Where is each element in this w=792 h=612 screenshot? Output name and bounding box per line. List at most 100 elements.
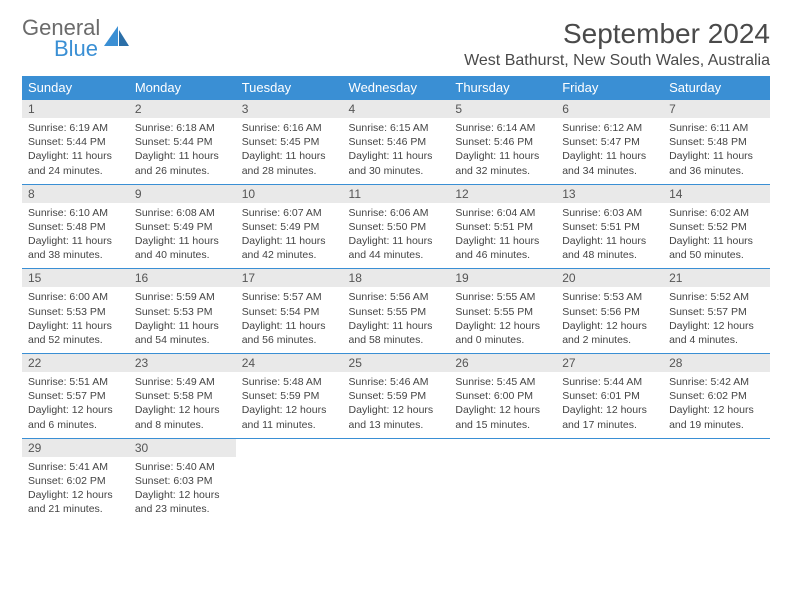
- sunset-text: Sunset: 5:48 PM: [669, 135, 764, 149]
- daylight-text-1: Daylight: 11 hours: [349, 234, 444, 248]
- sunrise-text: Sunrise: 6:16 AM: [242, 121, 337, 135]
- sunset-text: Sunset: 6:01 PM: [562, 389, 657, 403]
- sunrise-text: Sunrise: 6:19 AM: [28, 121, 123, 135]
- day-cell: 27Sunrise: 5:44 AMSunset: 6:01 PMDayligh…: [556, 354, 663, 439]
- day-cell: 3 Sunrise: 6:16 AMSunset: 5:45 PMDaylight…: [236, 100, 343, 185]
- day-cell: 24Sunrise: 5:48 AMSunset: 5:59 PMDayligh…: [236, 354, 343, 439]
- day-cell: 5Sunrise: 6:14 AMSunset: 5:46 PMDaylight…: [449, 100, 556, 185]
- day-details: Sunrise: 6:15 AMSunset: 5:46 PMDaylight:…: [343, 118, 450, 184]
- sunset-text: Sunset: 6:02 PM: [669, 389, 764, 403]
- daylight-text-2: and 24 minutes.: [28, 164, 123, 178]
- sunset-text: Sunset: 5:45 PM: [242, 135, 337, 149]
- sunset-text: Sunset: 5:44 PM: [28, 135, 123, 149]
- daylight-text-2: and 58 minutes.: [349, 333, 444, 347]
- daylight-text-1: Daylight: 11 hours: [455, 149, 550, 163]
- day-details: Sunrise: 6:00 AMSunset: 5:53 PMDaylight:…: [22, 287, 129, 353]
- day-cell: .....: [449, 438, 556, 522]
- day-number: 23: [129, 354, 236, 372]
- daylight-text-2: and 0 minutes.: [455, 333, 550, 347]
- day-details: Sunrise: 5:53 AMSunset: 5:56 PMDaylight:…: [556, 287, 663, 353]
- day-number: 15: [22, 269, 129, 287]
- day-details: Sunrise: 6:08 AMSunset: 5:49 PMDaylight:…: [129, 203, 236, 269]
- daylight-text-2: and 32 minutes.: [455, 164, 550, 178]
- daylight-text-1: Daylight: 12 hours: [135, 403, 230, 417]
- day-number: 13: [556, 185, 663, 203]
- day-number: 1: [22, 100, 129, 118]
- sunset-text: Sunset: 5:58 PM: [135, 389, 230, 403]
- day-header: Sunday: [22, 76, 129, 100]
- sunrise-text: Sunrise: 5:53 AM: [562, 290, 657, 304]
- daylight-text-2: and 40 minutes.: [135, 248, 230, 262]
- day-number: 8: [22, 185, 129, 203]
- day-number: 4: [343, 100, 450, 118]
- day-number: 6: [556, 100, 663, 118]
- sunrise-text: Sunrise: 5:42 AM: [669, 375, 764, 389]
- day-cell: 13Sunrise: 6:03 AMSunset: 5:51 PMDayligh…: [556, 184, 663, 269]
- logo-word-blue: Blue: [54, 39, 100, 60]
- day-details: Sunrise: 5:59 AMSunset: 5:53 PMDaylight:…: [129, 287, 236, 353]
- sunset-text: Sunset: 6:00 PM: [455, 389, 550, 403]
- day-number: 10: [236, 185, 343, 203]
- daylight-text-2: and 23 minutes.: [135, 502, 230, 516]
- day-header: Monday: [129, 76, 236, 100]
- location-subtitle: West Bathurst, New South Wales, Australi…: [464, 52, 770, 70]
- day-details: Sunrise: 5:56 AMSunset: 5:55 PMDaylight:…: [343, 287, 450, 353]
- day-details: Sunrise: 6:12 AMSunset: 5:47 PMDaylight:…: [556, 118, 663, 184]
- daylight-text-1: Daylight: 11 hours: [242, 149, 337, 163]
- daylight-text-1: Daylight: 12 hours: [455, 403, 550, 417]
- daylight-text-1: Daylight: 11 hours: [135, 234, 230, 248]
- daylight-text-1: Daylight: 12 hours: [242, 403, 337, 417]
- sunset-text: Sunset: 5:57 PM: [28, 389, 123, 403]
- day-number: 3: [236, 100, 343, 118]
- day-details: Sunrise: 5:44 AMSunset: 6:01 PMDaylight:…: [556, 372, 663, 438]
- sunrise-text: Sunrise: 5:52 AM: [669, 290, 764, 304]
- sunset-text: Sunset: 5:59 PM: [242, 389, 337, 403]
- day-details: Sunrise: 6:07 AMSunset: 5:49 PMDaylight:…: [236, 203, 343, 269]
- sunrise-text: Sunrise: 5:51 AM: [28, 375, 123, 389]
- daylight-text-2: and 19 minutes.: [669, 418, 764, 432]
- daylight-text-1: Daylight: 11 hours: [135, 319, 230, 333]
- day-details: Sunrise: 5:41 AMSunset: 6:02 PMDaylight:…: [22, 457, 129, 523]
- daylight-text-2: and 30 minutes.: [349, 164, 444, 178]
- day-details: Sunrise: 6:19 AMSunset: 5:44 PMDaylight:…: [22, 118, 129, 184]
- daylight-text-1: Daylight: 12 hours: [562, 319, 657, 333]
- sunrise-text: Sunrise: 6:03 AM: [562, 206, 657, 220]
- day-header: Tuesday: [236, 76, 343, 100]
- day-header: Wednesday: [343, 76, 450, 100]
- sunset-text: Sunset: 6:03 PM: [135, 474, 230, 488]
- daylight-text-2: and 21 minutes.: [28, 502, 123, 516]
- day-number: 25: [343, 354, 450, 372]
- daylight-text-1: Daylight: 12 hours: [28, 403, 123, 417]
- day-cell: .....: [663, 438, 770, 522]
- day-details: Sunrise: 5:45 AMSunset: 6:00 PMDaylight:…: [449, 372, 556, 438]
- sunset-text: Sunset: 5:57 PM: [669, 305, 764, 319]
- day-cell: 19Sunrise: 5:55 AMSunset: 5:55 PMDayligh…: [449, 269, 556, 354]
- daylight-text-2: and 17 minutes.: [562, 418, 657, 432]
- sunset-text: Sunset: 5:49 PM: [242, 220, 337, 234]
- daylight-text-1: Daylight: 11 hours: [28, 149, 123, 163]
- day-number: 21: [663, 269, 770, 287]
- day-details: Sunrise: 5:48 AMSunset: 5:59 PMDaylight:…: [236, 372, 343, 438]
- sunrise-text: Sunrise: 6:14 AM: [455, 121, 550, 135]
- sunrise-text: Sunrise: 6:02 AM: [669, 206, 764, 220]
- sunset-text: Sunset: 5:51 PM: [562, 220, 657, 234]
- day-details: Sunrise: 5:51 AMSunset: 5:57 PMDaylight:…: [22, 372, 129, 438]
- day-number: 26: [449, 354, 556, 372]
- daylight-text-2: and 8 minutes.: [135, 418, 230, 432]
- sunrise-text: Sunrise: 5:56 AM: [349, 290, 444, 304]
- day-cell: 6Sunrise: 6:12 AMSunset: 5:47 PMDaylight…: [556, 100, 663, 185]
- daylight-text-1: Daylight: 12 hours: [455, 319, 550, 333]
- day-cell: 12Sunrise: 6:04 AMSunset: 5:51 PMDayligh…: [449, 184, 556, 269]
- day-cell: 2Sunrise: 6:18 AMSunset: 5:44 PMDaylight…: [129, 100, 236, 185]
- daylight-text-2: and 44 minutes.: [349, 248, 444, 262]
- calendar-body: 1Sunrise: 6:19 AMSunset: 5:44 PMDaylight…: [22, 100, 770, 523]
- day-cell: 10Sunrise: 6:07 AMSunset: 5:49 PMDayligh…: [236, 184, 343, 269]
- sunrise-text: Sunrise: 6:10 AM: [28, 206, 123, 220]
- day-details: Sunrise: 5:46 AMSunset: 5:59 PMDaylight:…: [343, 372, 450, 438]
- sunset-text: Sunset: 5:55 PM: [349, 305, 444, 319]
- day-number: 20: [556, 269, 663, 287]
- daylight-text-1: Daylight: 11 hours: [562, 149, 657, 163]
- daylight-text-1: Daylight: 12 hours: [669, 319, 764, 333]
- daylight-text-1: Daylight: 11 hours: [242, 319, 337, 333]
- title-block: September 2024 West Bathurst, New South …: [464, 18, 770, 70]
